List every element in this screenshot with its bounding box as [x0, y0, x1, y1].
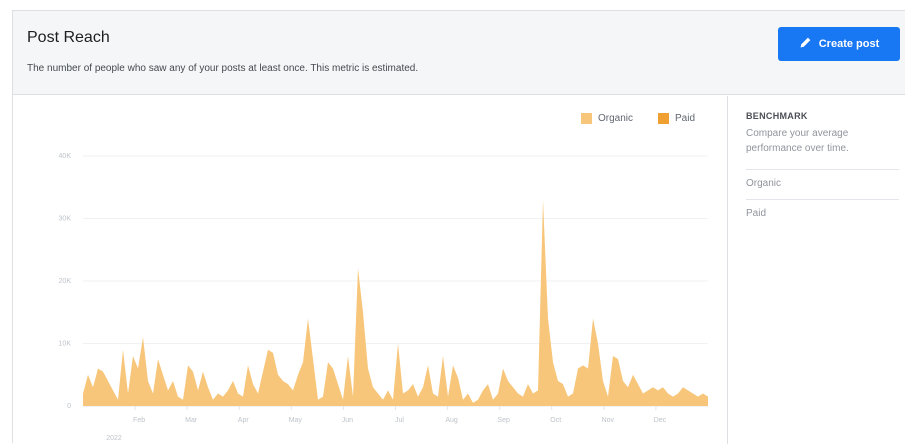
- pencil-icon: [799, 36, 812, 52]
- benchmark-option-paid[interactable]: Paid: [746, 199, 899, 229]
- card-subtitle: The number of people who saw any of your…: [27, 63, 419, 74]
- legend-organic-swatch: [581, 113, 592, 124]
- benchmark-panel: BENCHMARK Compare your average performan…: [727, 96, 905, 444]
- x-tick-label: Mar: [185, 417, 198, 424]
- x-tick-label: Feb: [133, 417, 145, 424]
- benchmark-option-organic[interactable]: Organic: [746, 169, 899, 199]
- series-area-organic[interactable]: [83, 199, 708, 406]
- x-tick-label: May: [289, 417, 303, 424]
- create-post-label: Create post: [818, 38, 880, 50]
- y-tick-label: 40K: [59, 153, 72, 160]
- card-title: Post Reach: [27, 29, 110, 46]
- legend-paid-swatch: [658, 113, 669, 124]
- legend-organic-label: Organic: [598, 113, 634, 124]
- x-tick-label: Sep: [497, 417, 510, 424]
- y-tick-label: 0: [67, 403, 71, 410]
- year-label: 2022: [106, 435, 122, 442]
- legend-paid-label: Paid: [675, 113, 696, 124]
- y-tick-label: 20K: [59, 278, 72, 285]
- x-tick-label: Dec: [654, 417, 667, 424]
- create-post-button[interactable]: Create post: [778, 27, 900, 61]
- legend-organic[interactable]: Organic: [581, 113, 633, 124]
- post-reach-card: Post Reach The number of people who saw …: [12, 10, 905, 444]
- x-tick-label: Aug: [445, 417, 458, 424]
- x-tick-label: Oct: [550, 417, 561, 424]
- x-tick-label: Nov: [602, 417, 615, 424]
- x-tick-label: Jul: [395, 417, 404, 424]
- x-tick-label: Jun: [342, 417, 353, 424]
- x-tick-label: Apr: [238, 417, 250, 424]
- card-header: Post Reach The number of people who saw …: [13, 11, 905, 95]
- y-tick-label: 30K: [59, 216, 72, 223]
- benchmark-title: BENCHMARK: [746, 111, 808, 121]
- legend-paid[interactable]: Paid: [658, 113, 695, 124]
- benchmark-description: Compare your average performance over ti…: [746, 128, 849, 154]
- reach-chart: 0 10K 20K 30K 40K Feb Mar Apr May Jun Jul Aug Sep Oct…: [59, 153, 708, 442]
- y-tick-label: 10K: [59, 341, 72, 348]
- chart-area: 0 10K 20K 30K 40K Feb Mar Apr May Jun Jul Aug Sep Oct…: [13, 96, 727, 444]
